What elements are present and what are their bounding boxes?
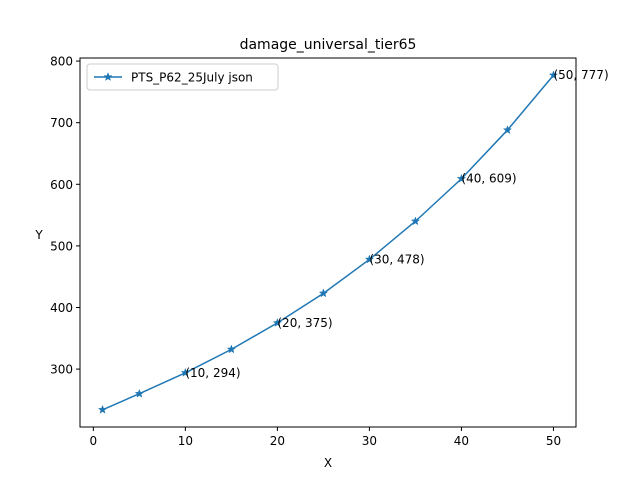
- y-tick-label: 700: [50, 116, 73, 130]
- y-axis-label: Y: [34, 228, 43, 242]
- series-line: [102, 74, 555, 411]
- data-point-marker: [226, 344, 237, 354]
- data-point-marker: [134, 388, 145, 398]
- x-tick-label: 40: [454, 434, 469, 448]
- data-point-marker: [97, 404, 108, 414]
- legend-marker: [103, 72, 113, 81]
- y-tick-label: 500: [50, 239, 73, 253]
- data-label: (40, 609): [461, 172, 516, 186]
- data-label: (30, 478): [369, 252, 424, 266]
- y-tick-label: 800: [50, 55, 73, 69]
- data-label: (20, 375): [277, 316, 332, 330]
- x-tick-label: 50: [546, 434, 561, 448]
- y-tick-label: 400: [50, 301, 73, 315]
- data-point-marker: [272, 317, 283, 327]
- x-tick-label: 20: [270, 434, 285, 448]
- x-tick-label: 0: [90, 434, 98, 448]
- data-point-marker: [548, 70, 559, 80]
- data-label: (50, 777): [553, 68, 608, 82]
- data-point-marker: [318, 288, 329, 298]
- data-point-marker: [364, 254, 375, 264]
- y-tick-label: 600: [50, 178, 73, 192]
- chart-title: damage_universal_tier65: [240, 37, 417, 53]
- plot-frame: [79, 57, 577, 428]
- x-tick-label: 10: [178, 434, 193, 448]
- y-tick-label: 300: [50, 363, 73, 377]
- data-point-marker: [410, 216, 421, 226]
- x-tick-label: 30: [362, 434, 377, 448]
- data-label: (10, 294): [185, 366, 240, 380]
- legend-box: [86, 63, 279, 91]
- data-point-marker: [502, 125, 513, 135]
- data-point-marker: [180, 367, 191, 377]
- data-point-marker: [456, 173, 467, 183]
- legend-label: PTS_P62_25July json: [131, 71, 253, 85]
- x-axis-label: X: [324, 456, 332, 470]
